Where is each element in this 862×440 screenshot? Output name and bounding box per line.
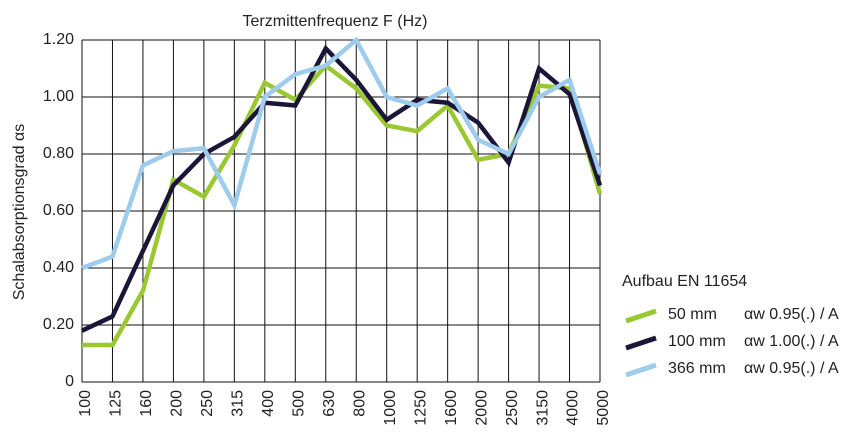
legend-title: Aufbau EN 11654	[622, 273, 747, 290]
x-tick-label: 1000	[382, 390, 399, 426]
x-tick-label: 800	[351, 390, 368, 417]
legend-label: 50 mm	[668, 306, 717, 323]
series-line	[81, 44, 603, 333]
x-tick-label: 500	[291, 390, 308, 417]
x-tick-label: 1600	[443, 390, 460, 426]
y-tick-label: 0.20	[43, 316, 74, 333]
x-tick-label: 200	[169, 390, 186, 417]
legend-label: 366 mm	[668, 360, 726, 377]
x-tick-label: 3150	[534, 390, 551, 426]
legend-label: 100 mm	[668, 333, 726, 350]
y-axis-label: Schalabsorptionsgrad αs	[11, 124, 28, 300]
x-tick-label: 400	[260, 390, 277, 417]
x-tick-label: 1250	[412, 390, 429, 426]
x-tick-label: 250	[199, 390, 216, 417]
y-tick-label: 0.80	[43, 145, 74, 162]
legend-swatch	[625, 335, 657, 351]
y-tick-label: 0	[65, 373, 74, 390]
x-tick-label: 2000	[473, 390, 490, 426]
chart-title: Terzmittenfrequenz F (Hz)	[243, 13, 428, 30]
x-tick-label: 100	[77, 390, 94, 417]
y-tick-label: 1.20	[43, 31, 74, 48]
legend-rating: αw 1.00(.) / A	[744, 333, 839, 350]
x-tick-label: 315	[230, 390, 247, 417]
series-line	[82, 62, 603, 348]
x-tick-label: 4000	[565, 390, 582, 426]
x-tick-label: 125	[108, 390, 125, 417]
legend-rating: αw 0.95(.) / A	[744, 360, 839, 377]
legend-swatch	[625, 362, 657, 378]
y-tick-label: 0.60	[43, 202, 74, 219]
y-tick-label: 1.00	[43, 88, 74, 105]
x-tick-label: 630	[321, 390, 338, 417]
x-tick-label: 160	[138, 390, 155, 417]
series-line	[81, 36, 603, 271]
legend-rating: αw 0.95(.) / A	[744, 306, 839, 323]
x-tick-label: 2500	[504, 390, 521, 426]
x-tick-label: 5000	[595, 390, 612, 426]
y-tick-label: 0.40	[43, 259, 74, 276]
legend-swatch	[625, 308, 657, 324]
